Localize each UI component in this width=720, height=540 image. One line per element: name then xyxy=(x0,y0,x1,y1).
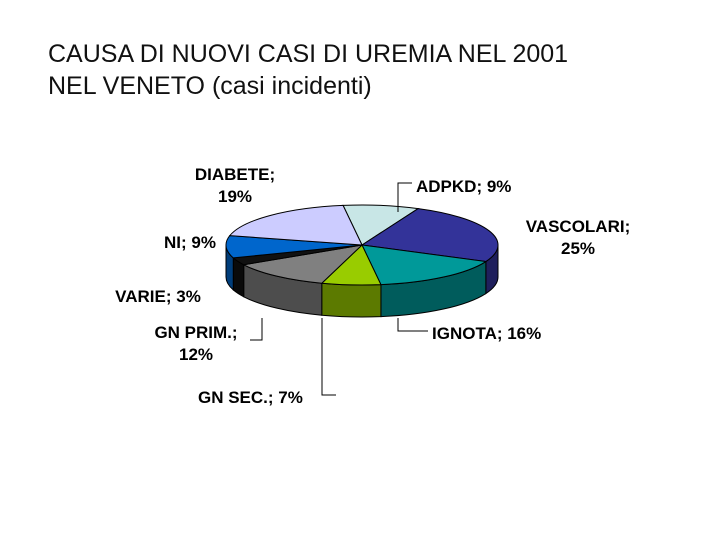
slice-label-varie-line-1: VARIE; 3% xyxy=(115,287,201,306)
slice-label-gn-prim-line-1: GN PRIM.; xyxy=(154,323,237,342)
slice-label-vascolari-line-2: 25% xyxy=(561,239,595,258)
slice-label-diabete-line-2: 19% xyxy=(218,187,252,206)
slice-label-ni-line-1: NI; 9% xyxy=(164,233,216,252)
title-line-1: CAUSA DI NUOVI CASI DI UREMIA NEL 2001 xyxy=(48,40,569,68)
slice-label-varie: VARIE; 3% xyxy=(115,287,201,306)
slice-label-adpkd: ADPKD; 9% xyxy=(416,177,511,196)
slice-label-ignota-line-1: IGNOTA; 16% xyxy=(432,324,541,343)
pie-side-gn-sec xyxy=(321,282,382,318)
slice-label-ni: NI; 9% xyxy=(164,233,216,252)
slice-label-vascolari: VASCOLARI; 25% xyxy=(526,217,631,258)
slice-labels: ADPKD; 9% VASCOLARI; 25% IGNOTA; 16% GN SEC.… xyxy=(115,165,630,407)
slice-label-ignota: IGNOTA; 16% xyxy=(432,324,541,343)
pie-slice-vascolari xyxy=(360,208,499,263)
slice-label-adpkd-line-1: ADPKD; 9% xyxy=(416,177,511,196)
pie-slices xyxy=(225,204,499,286)
slice-label-gn-sec-line-1: GN SEC.; 7% xyxy=(198,388,303,407)
slice-label-gn-prim-line-2: 12% xyxy=(179,345,213,364)
leader-line-ignota xyxy=(397,318,428,332)
leader-lines xyxy=(250,182,428,396)
slice-label-gn-sec: GN SEC.; 7% xyxy=(198,388,303,407)
pie-slice-ignota xyxy=(361,244,488,286)
leader-line-gn-sec xyxy=(321,318,336,396)
slice-label-diabete: DIABETE; 19% xyxy=(195,165,275,206)
slice-label-gn-prim: GN PRIM.; 12% xyxy=(154,323,237,364)
pie-slice-gn-prim xyxy=(242,244,364,284)
slice-label-vascolari-line-1: VASCOLARI; xyxy=(526,217,631,236)
title-line-2: NEL VENETO (casi incidenti) xyxy=(48,72,372,100)
slice-label-diabete-line-1: DIABETE; xyxy=(195,165,275,184)
pie-slice-diabete xyxy=(228,204,363,246)
leader-line-gn-prim xyxy=(250,318,263,341)
page-title: CAUSA DI NUOVI CASI DI UREMIA NEL 2001 N… xyxy=(48,38,688,102)
leader-line-adpkd xyxy=(397,182,412,212)
